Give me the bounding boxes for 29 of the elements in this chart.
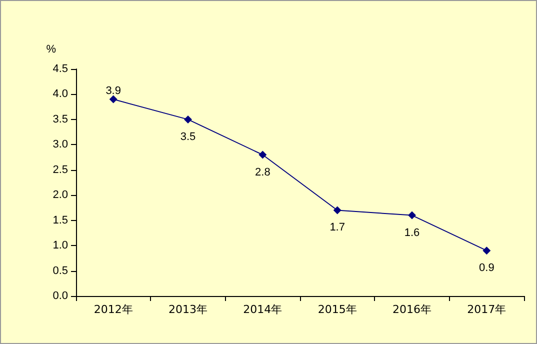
y-tick-label: 4.5 <box>52 63 68 75</box>
y-tick-label: 2.5 <box>52 164 68 176</box>
y-axis-title: % <box>46 44 56 56</box>
y-tick-label: 1.5 <box>52 214 68 226</box>
x-tick-label: 2012年 <box>94 303 133 316</box>
point <box>258 150 267 159</box>
x-tick-label: 2015年 <box>318 303 357 316</box>
y-tick-label: 1.0 <box>52 240 68 252</box>
data-label: 1.6 <box>404 226 420 239</box>
y-tick-label: 2.0 <box>52 189 68 202</box>
x-tick-label: 2016年 <box>392 303 432 316</box>
data-label: 1.7 <box>330 222 345 234</box>
y-tick-label: 3.5 <box>52 113 68 126</box>
data-label: 2.8 <box>255 166 270 178</box>
y-tick-label: 0.5 <box>52 264 68 277</box>
point <box>184 115 192 124</box>
y-tick-label: 4.0 <box>52 88 68 100</box>
x-tick-label: 2013年 <box>168 303 208 316</box>
data-label: 3.5 <box>180 130 196 143</box>
point <box>109 95 118 104</box>
x-tick-label: 2017年 <box>467 303 506 316</box>
y-tick-label: 3.0 <box>52 138 68 151</box>
x-tick-label: 2014年 <box>243 303 282 316</box>
point <box>408 211 416 220</box>
point <box>333 206 342 214</box>
y-tick-label: 0.0 <box>52 290 68 302</box>
point <box>482 246 491 255</box>
data-label: 0.9 <box>479 262 494 274</box>
data-label: 3.9 <box>106 84 121 97</box>
